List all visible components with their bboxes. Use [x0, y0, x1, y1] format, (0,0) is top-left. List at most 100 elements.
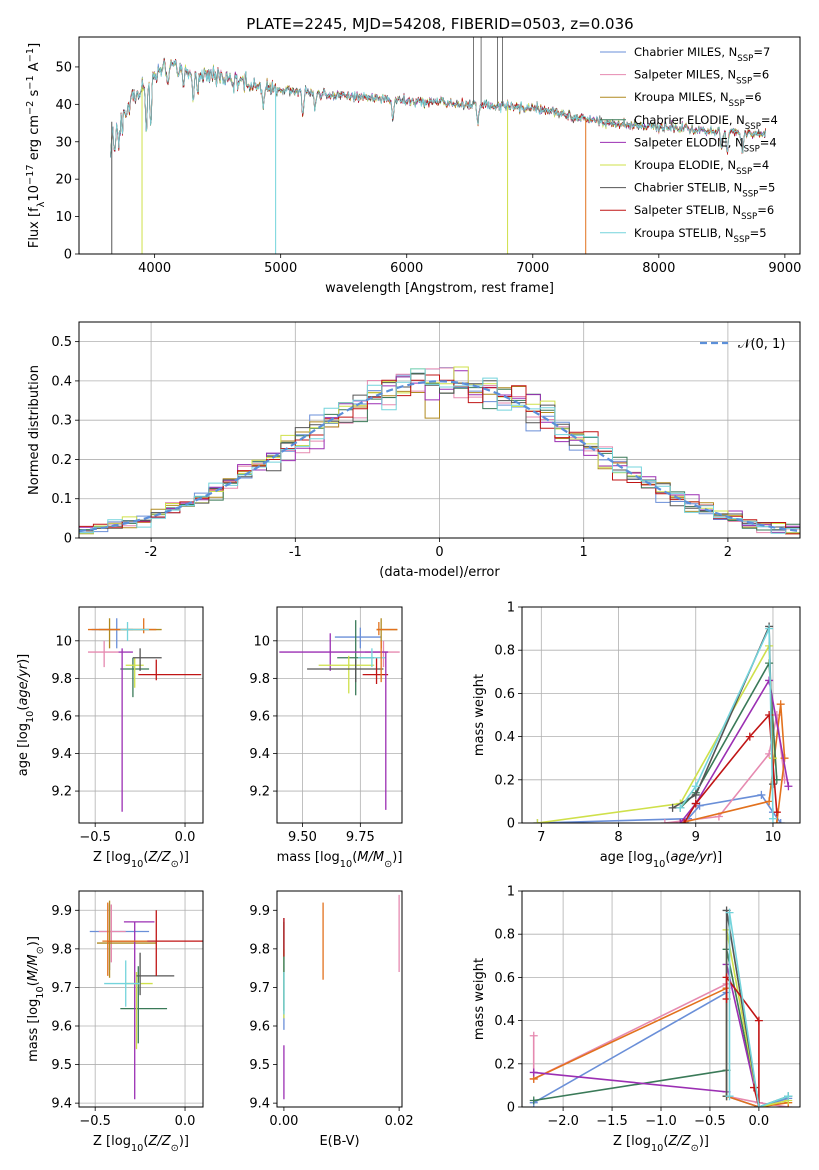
- legend-entry: Salpeter STELIB, NSSP=6: [634, 203, 774, 222]
- y-tick-label: 0: [507, 1101, 515, 1116]
- weight-line: [679, 660, 778, 809]
- weight-line: [679, 678, 790, 823]
- plot-area: [89, 900, 203, 1100]
- x-axis-label: (data-model)/error: [379, 565, 500, 580]
- x-tick-label: 7: [537, 830, 545, 845]
- x-tick-label: 10: [765, 830, 782, 845]
- x-axis-label: Z [log10(Z/Z⊙)]: [613, 1134, 709, 1154]
- axes-residuals: -2 -1 0 1 2 0 0.1 0.2 0.3 0.4 0.5 (data-model)/erro…: [27, 321, 801, 580]
- errorbar-point: [118, 648, 133, 812]
- x-axis-label: E(B-V): [319, 1134, 359, 1149]
- plot-area: [283, 894, 400, 1100]
- weight-marker: [529, 1068, 538, 1077]
- y-tick-label: 9.6: [51, 709, 72, 724]
- y-tick-label: 9.5: [51, 1058, 72, 1073]
- weight-marker: [676, 803, 685, 812]
- weight-marker: [757, 790, 766, 799]
- x-tick-label: 4000: [138, 261, 171, 276]
- x-axis-label: wavelength [Angstrom, rest frame]: [325, 281, 554, 296]
- axes-age-vs-mass: 9.50 9.75 9.2 9.4 9.6 9.8 10 mass [log10(M/M⊙)]: [249, 606, 403, 870]
- x-tick-label: 8000: [642, 261, 675, 276]
- weight-marker: [765, 711, 774, 719]
- legend-entry: Kroupa MILES, NSSP=6: [634, 90, 762, 109]
- y-tick-label: 9.9: [249, 904, 270, 919]
- x-tick-label: −1.0: [645, 1114, 677, 1129]
- weight-line: [533, 964, 760, 1107]
- y-tick-label: 0.2: [494, 1057, 515, 1072]
- y-tick-label: 10: [55, 210, 72, 225]
- errorbar-point: [125, 657, 144, 688]
- errorbar-point: [98, 904, 126, 963]
- plot-layer: 4000 5000 6000 7000 8000 900001020304050wavel…: [16, 36, 801, 1154]
- x-tick-label: −0.5: [694, 1114, 726, 1129]
- y-tick-label: 0: [64, 248, 72, 263]
- legend-entry: Chabrier MILES, NSSP=7: [634, 45, 770, 64]
- y-tick-label: 30: [55, 135, 72, 150]
- weight-series: [529, 960, 763, 1107]
- y-tick-label: 0.3: [51, 414, 72, 429]
- y-tick-label: 0: [507, 817, 515, 832]
- y-tick-label: 9.7: [249, 981, 270, 996]
- errorbar-point: [102, 902, 148, 976]
- x-tick-label: 7000: [516, 261, 549, 276]
- x-tick-label: 0: [435, 545, 443, 560]
- errorbar-point: [334, 627, 382, 649]
- weight-line: [728, 912, 789, 1107]
- spectrum-legend: Chabrier MILES, NSSP=7 Salpeter MILES, NS…: [600, 45, 778, 245]
- y-tick-label: 0.1: [51, 492, 72, 507]
- x-axis-label: age [log10(age/yr)]: [600, 850, 723, 870]
- weight-marker: [691, 782, 700, 791]
- weight-marker: [765, 624, 774, 633]
- axes-age-vs-Z: −0.5 0.0 9.2 9.4 9.6 9.8 10 Z [log10(Z/Z⊙)] age …: [16, 606, 204, 870]
- weight-series: [676, 659, 781, 812]
- axes-frame: [78, 606, 204, 824]
- x-axis-label: mass [log10(M/M⊙)]: [277, 850, 403, 870]
- errorbar-point: [96, 900, 157, 978]
- residuals-legend: 𝒩(0, 1): [700, 337, 785, 352]
- errorbar-point: [318, 655, 375, 694]
- x-tick-label: 9.75: [346, 830, 375, 845]
- x-tick-label: -2: [145, 545, 158, 560]
- legend-entry: Kroupa STELIB, NSSP=5: [634, 226, 767, 245]
- x-tick-label: -1: [289, 545, 302, 560]
- y-tick-label: 9.8: [249, 942, 270, 957]
- x-tick-label: −1.5: [596, 1114, 628, 1129]
- errorbar-point: [364, 640, 400, 668]
- y-tick-label: 9.2: [51, 785, 72, 800]
- weight-marker: [765, 676, 774, 685]
- axes-frame: [276, 606, 403, 824]
- spectrum-series: [110, 59, 766, 158]
- y-tick-label: 9.4: [51, 747, 72, 762]
- plot-area: [529, 906, 793, 1107]
- axes-frame: [78, 36, 801, 255]
- y-tick-label: 0: [64, 532, 72, 547]
- weight-series: [725, 908, 793, 1107]
- weight-marker: [768, 814, 777, 823]
- y-tick-label: 9.6: [249, 1020, 270, 1035]
- errorbar-point: [307, 659, 384, 683]
- plot-area: [110, 37, 766, 254]
- y-tick-label: 10: [55, 634, 72, 649]
- weight-marker: [691, 790, 700, 799]
- legend-entry: 𝒩(0, 1): [738, 337, 785, 352]
- y-tick-label: 9.6: [249, 709, 270, 724]
- x-tick-label: 0.00: [269, 1114, 298, 1129]
- x-axis-label: Z [log10(Z/Z⊙)]: [93, 850, 189, 870]
- legend-entry: Chabrier ELODIE, NSSP=4: [634, 113, 778, 132]
- axes-frame: [78, 890, 204, 1108]
- plot-area: [533, 622, 793, 823]
- weight-line: [664, 714, 786, 823]
- y-tick-label: 9.5: [249, 1058, 270, 1073]
- y-tick-label: 0.2: [51, 453, 72, 468]
- weight-marker: [680, 819, 689, 823]
- gaussian-curve: [79, 380, 800, 533]
- axes-weight-vs-age: 7 8 9 10 0 0.2 0.4 0.6 0.8 1 age [log10(age/yr)] ma…: [472, 601, 801, 870]
- weight-marker: [533, 819, 542, 823]
- legend-entry: Kroupa ELODIE, NSSP=4: [634, 158, 769, 177]
- y-tick-label: 50: [55, 60, 72, 75]
- y-tick-label: 9.8: [51, 672, 72, 687]
- y-tick-label: 0.8: [494, 928, 515, 943]
- x-tick-label: −0.5: [79, 1114, 111, 1129]
- x-tick-label: 0.0: [175, 1114, 196, 1129]
- x-tick-label: 9000: [768, 261, 801, 276]
